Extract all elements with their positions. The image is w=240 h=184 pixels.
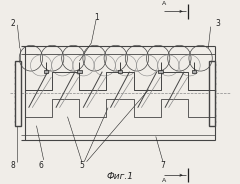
- Text: А: А: [162, 178, 166, 183]
- Text: 2: 2: [10, 19, 15, 28]
- Text: 5: 5: [79, 161, 84, 170]
- Text: Фиг.1: Фиг.1: [107, 172, 133, 181]
- Text: 6: 6: [39, 161, 44, 170]
- Text: 8: 8: [10, 161, 15, 170]
- Text: А: А: [162, 1, 166, 6]
- Text: 1: 1: [94, 13, 98, 22]
- Bar: [15, 61, 21, 126]
- Text: 3: 3: [215, 19, 220, 28]
- Bar: [118, 70, 122, 73]
- Bar: [158, 70, 163, 73]
- Bar: [44, 70, 48, 73]
- Bar: [210, 61, 216, 126]
- Bar: [77, 70, 82, 73]
- Text: 7: 7: [161, 161, 165, 170]
- Bar: [192, 70, 196, 73]
